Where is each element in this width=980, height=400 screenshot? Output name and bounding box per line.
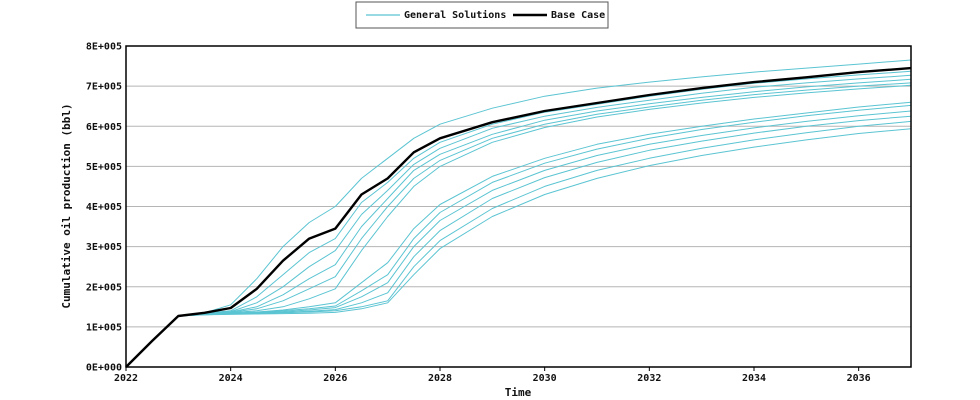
series-line-general-solution-12 xyxy=(125,128,912,368)
series-line-base-case xyxy=(125,66,912,368)
x-tick-label: 2034 xyxy=(742,373,766,384)
x-tick-label: 2030 xyxy=(533,373,557,384)
series-line-general-solution-3 xyxy=(125,74,912,368)
y-tick-label: 4E+005 xyxy=(86,202,122,213)
legend-label-general-solutions: General Solutions xyxy=(404,9,506,21)
x-tick-label: 2022 xyxy=(114,373,138,384)
x-tick-label: 2032 xyxy=(637,373,661,384)
series-line-general-solution-5 xyxy=(125,82,912,368)
legend: General Solutions Base Case xyxy=(355,1,609,29)
series-line-general-solution-11 xyxy=(125,120,912,368)
series-line-general-solution-9 xyxy=(125,110,912,368)
y-tick-label: 8E+005 xyxy=(86,42,122,53)
series-line-general-solution-10 xyxy=(125,115,912,368)
series-line-general-solution-1 xyxy=(125,59,912,368)
x-tick-label: 2036 xyxy=(847,373,871,384)
y-tick-label: 2E+005 xyxy=(86,282,122,293)
plot-area-frame xyxy=(125,45,912,368)
y-tick-label: 5E+005 xyxy=(86,162,122,173)
x-axis-title: Time xyxy=(505,386,532,399)
series-layer xyxy=(125,59,912,368)
y-tick-label: 0E+000 xyxy=(86,363,122,374)
y-axis-title: Cumulative oil production (bbl) xyxy=(60,103,73,308)
x-tick-label: 2026 xyxy=(323,373,347,384)
y-tick-label: 3E+005 xyxy=(86,242,122,253)
y-tick-label: 6E+005 xyxy=(86,122,122,133)
legend-label-base-case: Base Case xyxy=(551,10,605,21)
x-tick-label: 2024 xyxy=(219,373,243,384)
y-axis-ticks: 0E+000 1E+005 2E+005 3E+005 4E+005 5E+005 6E+0… xyxy=(86,42,122,374)
x-tick-label: 2028 xyxy=(428,373,452,384)
series-line-general-solution-8 xyxy=(125,104,912,368)
gridlines xyxy=(126,45,911,368)
y-tick-label: 1E+005 xyxy=(86,322,122,333)
x-axis-ticks: 2022 2024 2026 2028 2030 2032 2034 2036 xyxy=(114,367,871,384)
y-tick-label: 7E+005 xyxy=(86,82,122,93)
